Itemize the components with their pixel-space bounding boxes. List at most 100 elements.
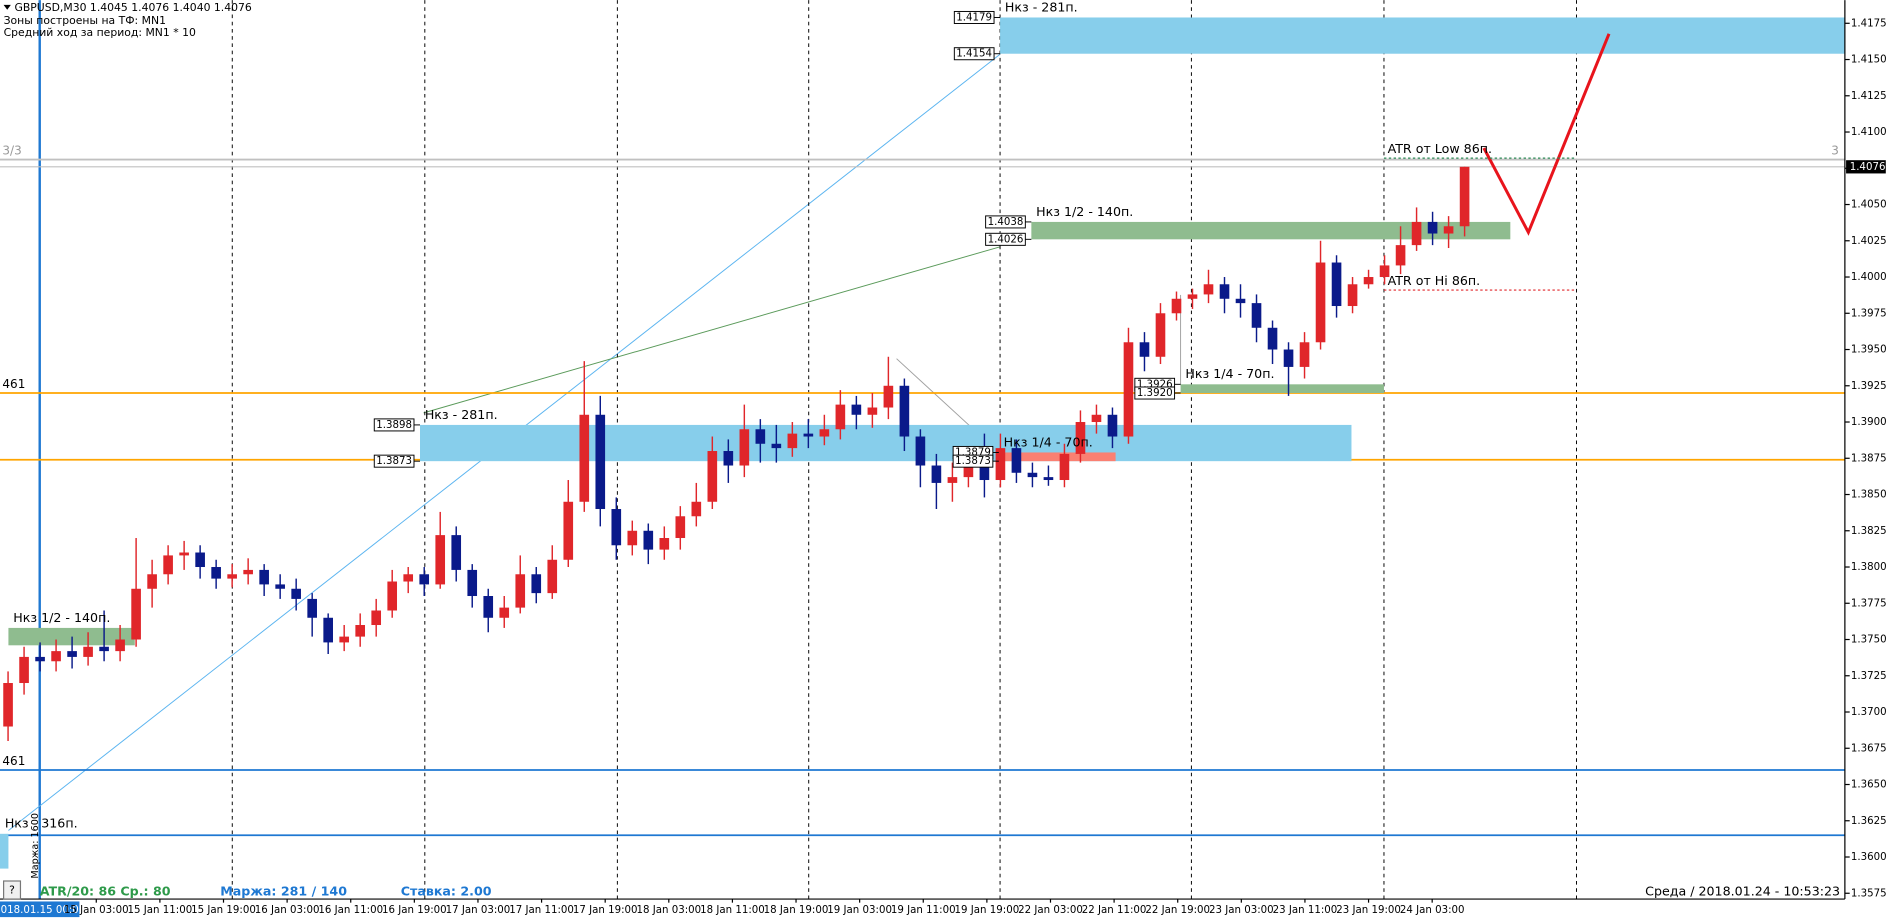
candle-body: [1299, 342, 1310, 367]
candle-body: [1155, 313, 1166, 357]
y-tick-label: 1.3650: [1851, 780, 1887, 791]
candle-body: [819, 429, 830, 437]
y-tick-label: 1.4150: [1851, 55, 1887, 66]
candle-body: [579, 414, 590, 502]
margin-status: Маржа: 281 / 140: [220, 883, 347, 898]
y-tick-label: 1.4175: [1851, 18, 1887, 29]
candle-body: [739, 429, 750, 466]
candle-body: [1363, 277, 1374, 285]
candle-body: [1123, 342, 1134, 437]
candle-body: [867, 407, 878, 415]
candle-body: [83, 646, 93, 657]
candle-body: [1235, 298, 1246, 304]
atr-status: ATR/20: 86 Ср.: 80: [40, 883, 171, 898]
candle-body: [1075, 422, 1086, 454]
x-tick-label: 17 Jan 03:00: [446, 905, 511, 916]
x-tick-label: 15 Jan 03:00: [64, 905, 129, 916]
candle-body: [275, 584, 285, 589]
candle-body: [131, 588, 141, 640]
candle-body: [899, 385, 910, 437]
candle-body: [291, 588, 301, 599]
candle-body: [1091, 414, 1102, 423]
x-tick-label: 15 Jan 11:00: [128, 905, 193, 916]
candle-body: [1139, 342, 1150, 357]
candle-body: [147, 574, 157, 589]
zones: [0, 17, 1845, 869]
candle-body: [419, 574, 430, 585]
help-button-label[interactable]: ?: [9, 884, 15, 897]
zone: [1000, 17, 1845, 54]
candle-body: [179, 552, 189, 556]
candle-body: [1459, 166, 1470, 227]
start-label: 2018.01.15 00:00: [0, 905, 85, 916]
candle-body: [595, 414, 606, 510]
candle-body: [163, 555, 173, 575]
candle-body: [723, 451, 734, 466]
candle-body: [1251, 303, 1262, 328]
x-tick-label: 23 Jan 11:00: [1273, 905, 1338, 916]
zone-price-label: 1.3898: [376, 420, 412, 431]
y-tick-label: 1.4000: [1851, 272, 1887, 283]
candle-body: [1187, 294, 1198, 299]
candle-body: [1379, 265, 1390, 278]
candle-body: [915, 436, 926, 466]
candle-body: [1331, 262, 1342, 307]
candle-body: [995, 448, 1006, 481]
zone-label: Нкз - 281п.: [1005, 0, 1078, 14]
candle-body: [307, 598, 317, 618]
start-label-bg: [0, 901, 80, 918]
candle-body: [979, 465, 990, 481]
candle-body: [1203, 284, 1214, 295]
x-tick-label: 19 Jan 19:00: [955, 905, 1020, 916]
candle-body: [1283, 349, 1294, 367]
y-tick-label: 1.3775: [1851, 598, 1887, 609]
zone: [1031, 221, 1511, 240]
candle-body: [947, 477, 958, 483]
candle-body: [483, 596, 494, 618]
candle-body: [339, 636, 349, 643]
candle-body: [19, 656, 29, 684]
x-tick-label: 19 Jan 11:00: [891, 905, 956, 916]
candle-body: [1219, 284, 1230, 299]
y-tick-label: 1.3725: [1851, 671, 1887, 682]
y-tick-label: 1.3800: [1851, 562, 1887, 573]
candle-body: [35, 656, 45, 662]
candle-body: [531, 574, 542, 594]
candle-body: [691, 501, 702, 517]
x-tick-label: 16 Jan 19:00: [382, 905, 447, 916]
candle-body: [467, 569, 478, 597]
x-tick-label: 22 Jan 03:00: [1018, 905, 1083, 916]
zone-price-label: 1.3873: [955, 456, 991, 467]
trend-line: [423, 246, 1001, 414]
candle-body: [1443, 226, 1454, 234]
y-tick-label: 1.3825: [1851, 526, 1887, 537]
candle-body: [1171, 298, 1182, 314]
x-tick-label: 24 Jan 03:00: [1400, 905, 1465, 916]
candle-body: [1427, 221, 1438, 234]
help-button[interactable]: [3, 880, 22, 900]
candle-body: [259, 569, 269, 585]
y-tick-label: 1.4125: [1851, 91, 1887, 102]
candle-body: [563, 501, 574, 560]
y-tick-label: 1.3875: [1851, 453, 1887, 464]
zone-price-label: 1.4154: [956, 49, 992, 60]
zone-price-label: 1.4038: [988, 217, 1024, 228]
zone-price-label: 1.3926: [1137, 379, 1173, 390]
candle-body: [1027, 472, 1038, 478]
x-tick-label: 19 Jan 03:00: [827, 905, 892, 916]
candle-body: [1107, 414, 1118, 437]
y-tick-label: 1.3850: [1851, 490, 1887, 501]
candle-body: [1411, 221, 1422, 246]
level-label: 461: [2, 754, 25, 768]
zone-label: Нкз - 316п.: [5, 816, 78, 831]
x-tick-label: 18 Jan 03:00: [636, 905, 701, 916]
x-tick-label: 23 Jan 19:00: [1336, 905, 1401, 916]
candle-body: [1315, 262, 1326, 343]
zone: [1180, 384, 1384, 394]
x-tick-label: 16 Jan 03:00: [255, 905, 320, 916]
rate-status: Ставка: 2.00: [401, 883, 492, 898]
candle-body: [515, 574, 526, 608]
candle-body: [1395, 245, 1406, 266]
candle-body: [387, 581, 398, 611]
